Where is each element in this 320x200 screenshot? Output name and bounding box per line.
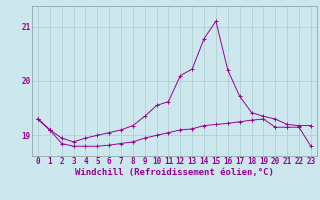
X-axis label: Windchill (Refroidissement éolien,°C): Windchill (Refroidissement éolien,°C) [75, 168, 274, 177]
